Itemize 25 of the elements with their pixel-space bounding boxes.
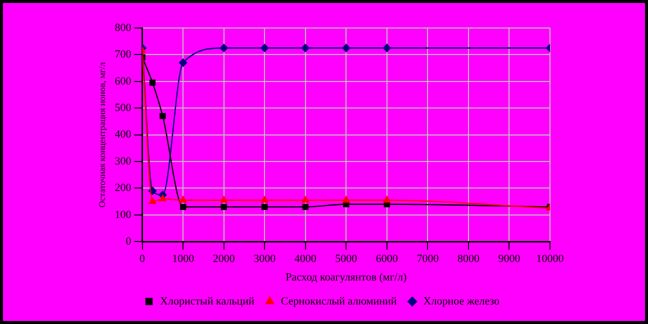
x-tick-label: 8000 <box>457 253 480 266</box>
x-tick-label: 1000 <box>172 253 195 266</box>
x-axis-title: Расход коагулянтов (мг/л) <box>286 271 407 284</box>
x-tick-label: 6000 <box>376 253 398 266</box>
x-tick-label: 2000 <box>212 253 236 266</box>
y-tick-label: 700 <box>114 48 132 61</box>
x-tick-label: 9000 <box>498 253 521 266</box>
y-tick-label: 800 <box>114 22 132 34</box>
x-tick-label: 4000 <box>294 253 317 266</box>
y-tick-label: 200 <box>114 182 132 194</box>
x-tick-label: 0 <box>140 253 146 266</box>
y-tick-label: 500 <box>114 102 132 114</box>
y-axis-title: Остаточная концентрация ионов, мг/л <box>96 62 107 208</box>
y-tick-label: 100 <box>114 208 132 221</box>
y-tick-label: 300 <box>114 155 132 168</box>
y-tick-label: 400 <box>114 128 132 141</box>
legend-label: Хлористый кальций <box>160 295 254 308</box>
y-tick-label: 0 <box>126 235 132 248</box>
y-tick-label: 600 <box>114 75 132 88</box>
x-tick-label: 5000 <box>335 253 358 266</box>
x-tick-label: 7000 <box>416 253 440 266</box>
legend-label: Хлорное железо <box>423 295 500 308</box>
legend-label: Сернокислый алюминий <box>280 295 397 308</box>
x-tick-label: 3000 <box>254 253 276 266</box>
x-tick-label: 10000 <box>536 253 564 266</box>
